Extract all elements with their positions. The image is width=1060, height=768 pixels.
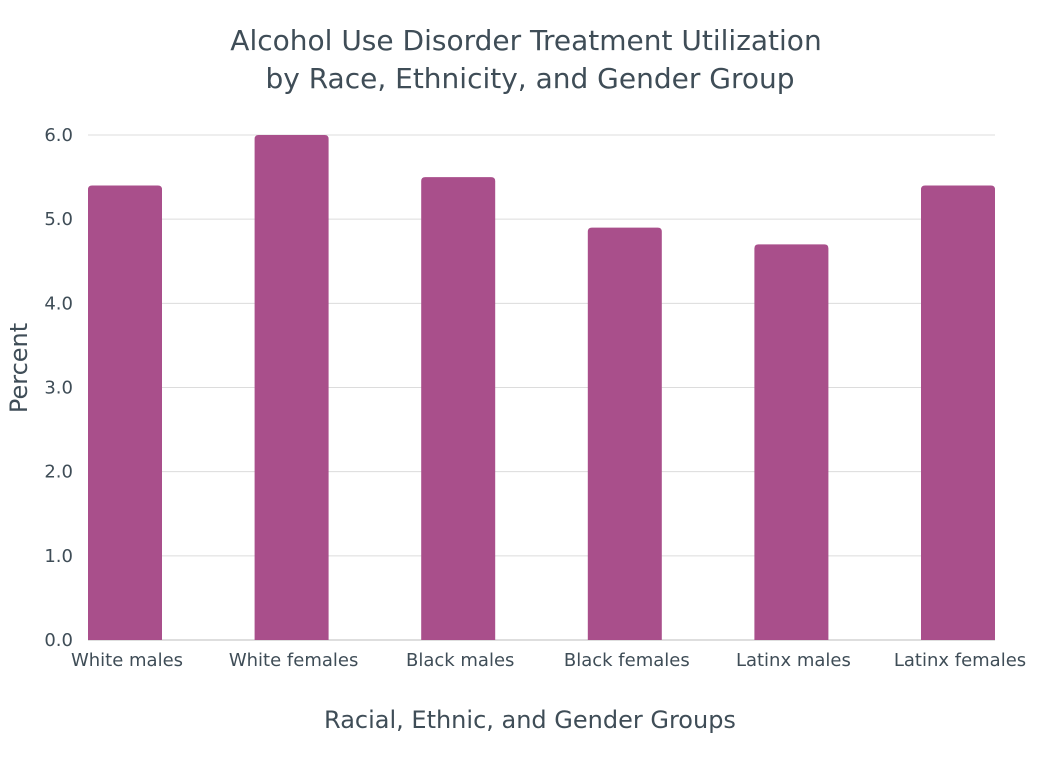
x-category-label: Latinx females: [894, 650, 1026, 671]
chart-title-line-2: by Race, Ethnicity, and Gender Group: [265, 62, 794, 95]
x-category-label: Black males: [406, 650, 514, 671]
x-category-label: White females: [229, 650, 359, 671]
bar-latinx-males: [754, 244, 829, 640]
y-tick-label: 1.0: [44, 546, 73, 567]
y-tick-label: 6.0: [44, 125, 73, 146]
y-axis-ticks: 0.0 1.0 2.0 3.0 4.0 5.0 6.0: [44, 125, 73, 651]
y-tick-label: 3.0: [44, 378, 73, 399]
x-category-label: Latinx males: [736, 650, 851, 671]
x-axis-categories: White males White females Black males Black…: [71, 650, 1026, 671]
bar-black-males: [421, 177, 496, 641]
bars: [88, 135, 995, 641]
bar-white-males: [88, 185, 162, 640]
x-category-label: White males: [71, 650, 183, 671]
bar-white-females: [254, 135, 329, 640]
bar-latinx-females: [921, 185, 995, 640]
y-tick-label: 5.0: [44, 209, 73, 230]
x-category-label: Black females: [564, 650, 690, 671]
gridlines: [88, 134, 995, 641]
bar-black-females: [587, 227, 662, 641]
chart-title-line-1: Alcohol Use Disorder Treatment Utilizati…: [230, 24, 821, 57]
y-tick-label: 4.0: [44, 293, 73, 314]
y-tick-label: 0.0: [44, 630, 73, 651]
y-axis-title: Percent: [5, 323, 33, 413]
x-axis-title: Racial, Ethnic, and Gender Groups: [324, 706, 736, 734]
y-tick-label: 2.0: [44, 462, 73, 483]
